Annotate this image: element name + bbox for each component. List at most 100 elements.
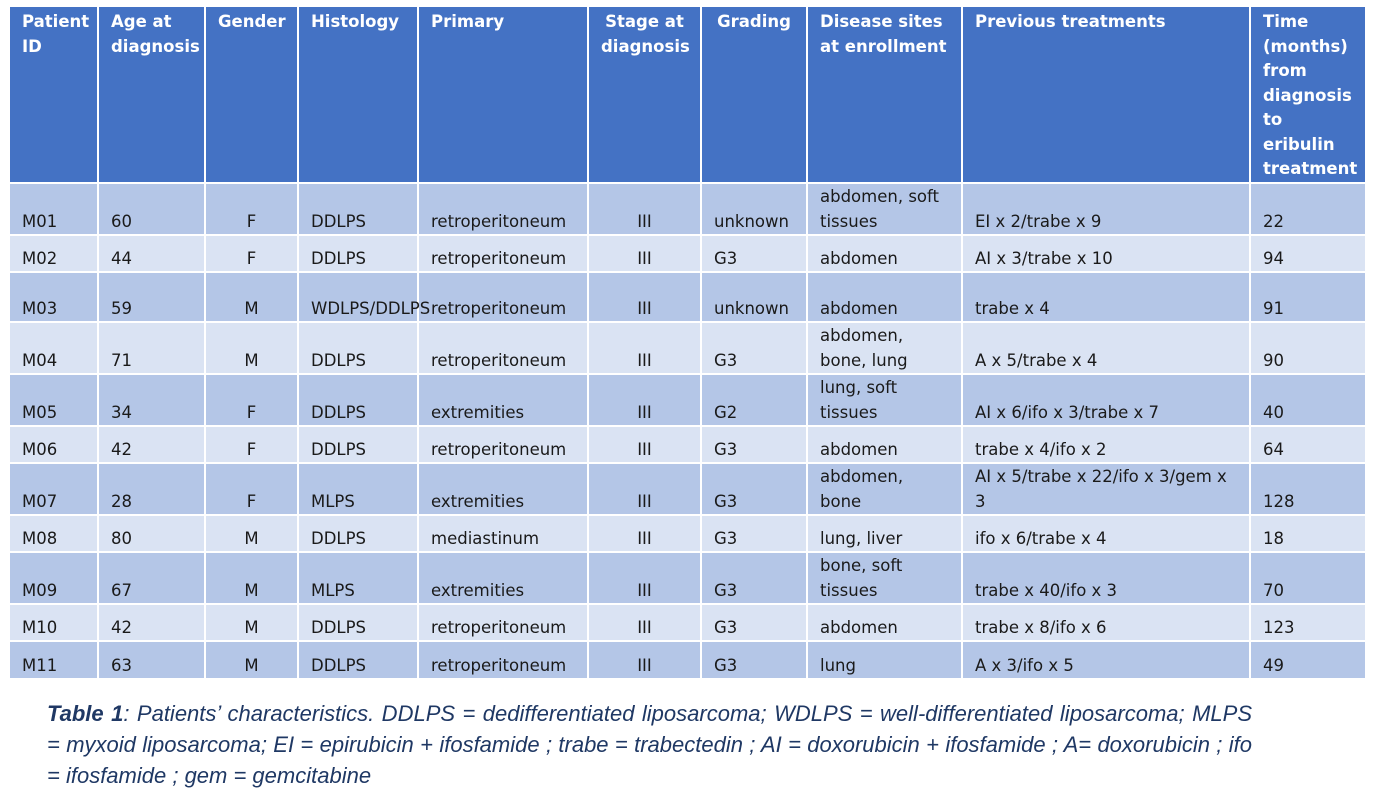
table-cell: III (588, 234, 702, 273)
header-previous-treatments: Previous treatments (962, 7, 1251, 184)
table-cell: G3 (701, 603, 808, 642)
table-cell: retroperitoneum (418, 640, 589, 678)
table-cell: M (205, 514, 299, 553)
table-row: M02 44 F DDLPS retroperitoneum III G3 abdomen AI… (10, 234, 1367, 273)
table-cell: trabe x 4/ifo x 2 (962, 425, 1251, 464)
table-cell: III (588, 551, 702, 605)
table-cell: 28 (98, 462, 206, 516)
header-grading: Grading (701, 7, 808, 184)
table-row: M03 59 M WDLPS/DDLPS retroperitoneum III unkno… (10, 271, 1367, 323)
table-cell: M (205, 271, 299, 323)
table-cell: M06 (10, 425, 99, 464)
table-row: M08 80 M DDLPS mediastinum III G3 lung, liver if… (10, 514, 1367, 553)
table-cell: III (588, 373, 702, 427)
table-cell: F (205, 462, 299, 516)
header-time-months: Time (months) from diagnosis to eribulin… (1250, 7, 1367, 184)
table-cell: DDLPS (298, 640, 419, 678)
table-row: M01 60 F DDLPS retroperitoneum III unknown abdo… (10, 182, 1367, 236)
table-cell: M (205, 551, 299, 605)
table-cell: lung, soft tissues (807, 373, 963, 427)
header-primary: Primary (418, 7, 589, 184)
table-cell: F (205, 234, 299, 273)
table-row: M07 28 F MLPS extremities III G3 abdomen, bone A… (10, 462, 1367, 516)
table-cell: III (588, 321, 702, 375)
table-cell: 90 (1250, 321, 1367, 375)
table-cell: 49 (1250, 640, 1367, 678)
table-cell: trabe x 8/ifo x 6 (962, 603, 1251, 642)
table-row: M06 42 F DDLPS retroperitoneum III G3 abdomen tr… (10, 425, 1367, 464)
table-cell: 18 (1250, 514, 1367, 553)
table-cell: A x 5/trabe x 4 (962, 321, 1251, 375)
table-cell: bone, soft tissues (807, 551, 963, 605)
table-cell: retroperitoneum (418, 234, 589, 273)
table-cell: M09 (10, 551, 99, 605)
table-cell: abdomen, bone, lung (807, 321, 963, 375)
table-cell: lung (807, 640, 963, 678)
table-cell: AI x 6/ifo x 3/trabe x 7 (962, 373, 1251, 427)
header-row: Patient ID Age at diagnosis Gender Histo… (10, 7, 1367, 184)
table-cell: G3 (701, 462, 808, 516)
table-cell: G2 (701, 373, 808, 427)
table-cell: 70 (1250, 551, 1367, 605)
table-cell: M01 (10, 182, 99, 236)
table-cell: 44 (98, 234, 206, 273)
table-cell: AI x 5/trabe x 22/ifo x 3/gem x 3 (962, 462, 1251, 516)
table-cell: III (588, 425, 702, 464)
table-cell: abdomen, bone (807, 462, 963, 516)
table-cell: 22 (1250, 182, 1367, 236)
table-row: M10 42 M DDLPS retroperitoneum III G3 abdomen tr… (10, 603, 1367, 642)
table-cell: abdomen (807, 425, 963, 464)
table-cell: G3 (701, 640, 808, 678)
header-stage: Stage at diagnosis (588, 7, 702, 184)
table-cell: trabe x 40/ifo x 3 (962, 551, 1251, 605)
table-cell: M03 (10, 271, 99, 323)
table-cell: DDLPS (298, 321, 419, 375)
table-cell: extremities (418, 551, 589, 605)
table-cell: extremities (418, 462, 589, 516)
header-histology: Histology (298, 7, 419, 184)
table-cell: abdomen (807, 603, 963, 642)
table-cell: DDLPS (298, 603, 419, 642)
table-cell: 123 (1250, 603, 1367, 642)
header-age: Age at diagnosis (98, 7, 206, 184)
table-cell: M (205, 321, 299, 375)
table-cell: EI x 2/trabe x 9 (962, 182, 1251, 236)
table-cell: III (588, 603, 702, 642)
table-cell: M04 (10, 321, 99, 375)
caption-text: : Patients’ characteristics. DDLPS = ded… (47, 701, 1252, 788)
table-cell: trabe x 4 (962, 271, 1251, 323)
table-cell: 40 (1250, 373, 1367, 427)
table-cell: retroperitoneum (418, 182, 589, 236)
table-cell: MLPS (298, 462, 419, 516)
table-cell: unknown (701, 182, 808, 236)
header-gender: Gender (205, 7, 299, 184)
table-cell: lung, liver (807, 514, 963, 553)
table-cell: 63 (98, 640, 206, 678)
table-cell: retroperitoneum (418, 603, 589, 642)
patient-characteristics-table: Patient ID Age at diagnosis Gender Histo… (10, 7, 1367, 678)
table-row: M11 63 M DDLPS retroperitoneum III G3 lung A x 3… (10, 640, 1367, 678)
table-cell: abdomen (807, 234, 963, 273)
table-cell: extremities (418, 373, 589, 427)
table-cell: 91 (1250, 271, 1367, 323)
table-cell: 64 (1250, 425, 1367, 464)
caption-label: Table 1 (47, 701, 124, 726)
table-cell: 60 (98, 182, 206, 236)
table-cell: 42 (98, 425, 206, 464)
table-cell: 71 (98, 321, 206, 375)
table-cell: G3 (701, 425, 808, 464)
table-cell: retroperitoneum (418, 321, 589, 375)
table-cell: G3 (701, 321, 808, 375)
table-cell: WDLPS/DDLPS (298, 271, 430, 323)
table-cell: III (588, 462, 702, 516)
table-cell: M08 (10, 514, 99, 553)
table-cell: retroperitoneum (418, 425, 589, 464)
table-cell: III (588, 640, 702, 678)
table-cell: M05 (10, 373, 99, 427)
table-cell: ifo x 6/trabe x 4 (962, 514, 1251, 553)
table-row: M04 71 M DDLPS retroperitoneum III G3 abdomen, … (10, 321, 1367, 375)
table-cell: abdomen, soft tissues (807, 182, 963, 236)
table-cell: unknown (701, 271, 808, 323)
header-disease-sites: Disease sites at enrollment (807, 7, 963, 184)
table-cell: AI x 3/trabe x 10 (962, 234, 1251, 273)
